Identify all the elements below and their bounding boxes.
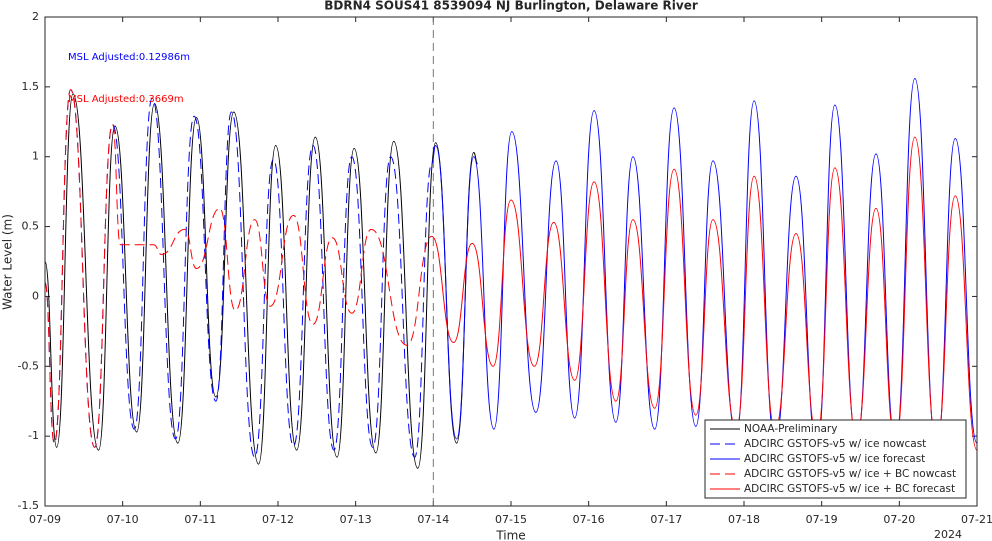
x-axis-label: Time: [495, 529, 525, 541]
y-tick-label: 0.5: [22, 220, 40, 233]
series-line: [44, 93, 478, 469]
series-line: [44, 89, 433, 448]
x-tick-label: 07-17: [650, 513, 682, 526]
x-tick-label: 07-16: [573, 513, 605, 526]
x-tick-label: 07-15: [495, 513, 527, 526]
x-tick-label: 07-13: [340, 513, 372, 526]
legend-label: ADCIRC GSTOFS-v5 w/ ice forecast: [744, 453, 925, 465]
x-tick-label: 07-18: [728, 513, 760, 526]
legend-label: ADCIRC GSTOFS-v5 w/ ice + BC nowcast: [744, 468, 956, 480]
x-tick-label: 07-10: [107, 513, 139, 526]
x-tick-label: 07-09: [29, 513, 61, 526]
x-tick-label: 07-21: [961, 513, 992, 526]
y-tick-label: -1.5: [18, 499, 39, 512]
x-tick-label: 07-19: [806, 513, 838, 526]
year-label: 2024: [934, 528, 962, 541]
annotation: MSL Adjusted:0.3669m: [68, 94, 184, 105]
y-tick-label: 2: [32, 10, 39, 23]
chart-title: BDRN4 SOUS41 8539094 NJ Burlington, Dela…: [324, 0, 698, 13]
y-tick-label: 1: [32, 150, 39, 163]
y-tick-label: -0.5: [18, 359, 39, 372]
legend-label: NOAA-Preliminary: [744, 423, 837, 435]
annotation: MSL Adjusted:0.12986m: [68, 52, 190, 63]
x-tick-label: 07-11: [184, 513, 216, 526]
series-line: [431, 77, 978, 451]
x-tick-label: 07-12: [262, 513, 294, 526]
y-tick-label: 0: [32, 289, 39, 302]
y-axis-label: Water Level (m): [1, 214, 15, 310]
plot-frame: [44, 16, 978, 507]
legend-label: ADCIRC GSTOFS-v5 w/ ice nowcast: [744, 438, 926, 450]
y-tick-label: -1: [28, 429, 39, 442]
x-tick-label: 07-20: [883, 513, 915, 526]
y-tick-label: 1.5: [22, 80, 40, 93]
legend-label: ADCIRC GSTOFS-v5 w/ ice + BC forecast: [744, 483, 955, 495]
legend-box: [704, 419, 967, 499]
x-tick-label: 07-14: [417, 513, 449, 526]
